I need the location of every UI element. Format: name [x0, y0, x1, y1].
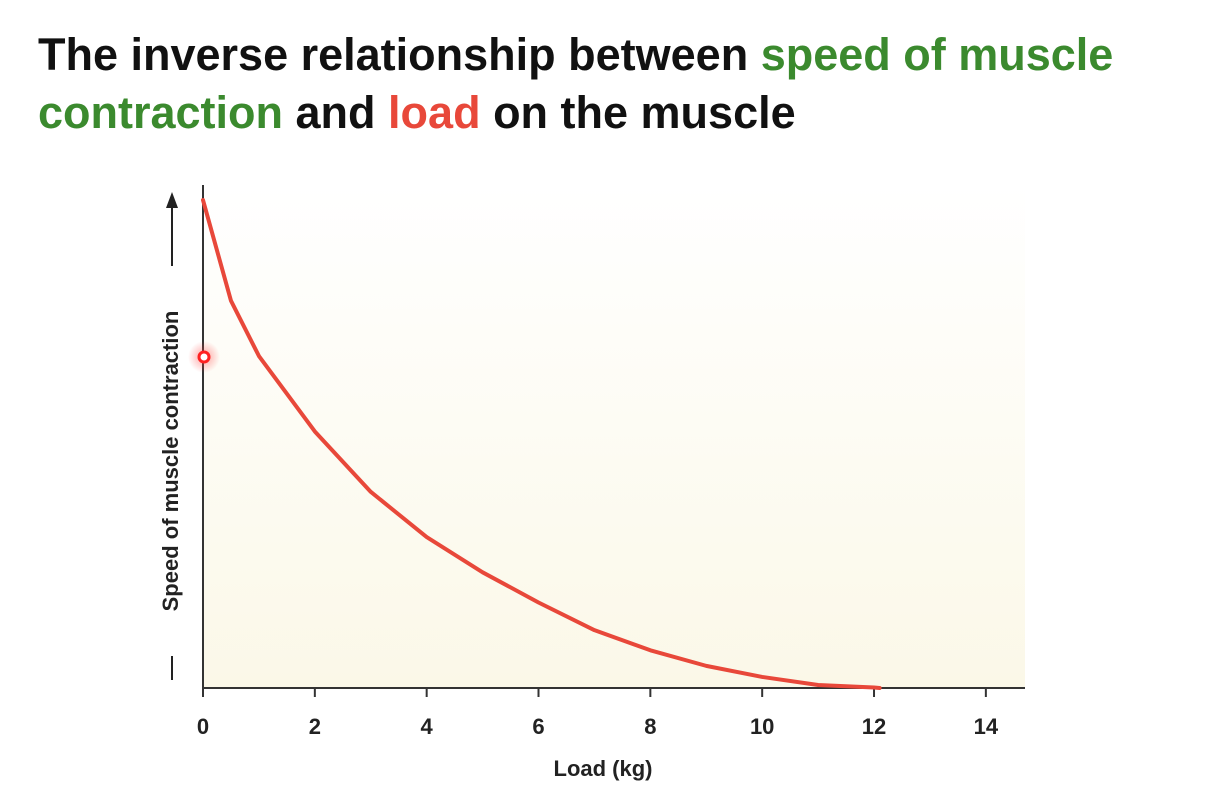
x-tick-label: 14 — [974, 714, 999, 739]
title-part: on the muscle — [480, 87, 796, 138]
x-tick-label: 0 — [197, 714, 209, 739]
title-part: load — [388, 87, 481, 138]
cursor — [197, 350, 211, 364]
y-arrow-head — [166, 192, 178, 208]
x-tick-label: 8 — [644, 714, 656, 739]
title-part: speed of muscle contraction — [38, 29, 1114, 138]
x-tick-label: 10 — [750, 714, 774, 739]
title-part: The inverse relationship between — [38, 29, 761, 80]
x-tick-label: 4 — [421, 714, 434, 739]
title: The inverse relationship between speed o… — [38, 26, 1210, 142]
plot-background — [204, 185, 1025, 688]
y-axis-label: Speed of muscle contraction — [158, 311, 183, 612]
x-tick-label: 6 — [532, 714, 544, 739]
line — [201, 198, 882, 690]
title-part: and — [283, 87, 389, 138]
label-bg — [158, 266, 186, 656]
x-tick-label: 12 — [862, 714, 886, 739]
x-tick-label: 2 — [309, 714, 321, 739]
x-axis-label: Load (kg) — [554, 756, 653, 781]
